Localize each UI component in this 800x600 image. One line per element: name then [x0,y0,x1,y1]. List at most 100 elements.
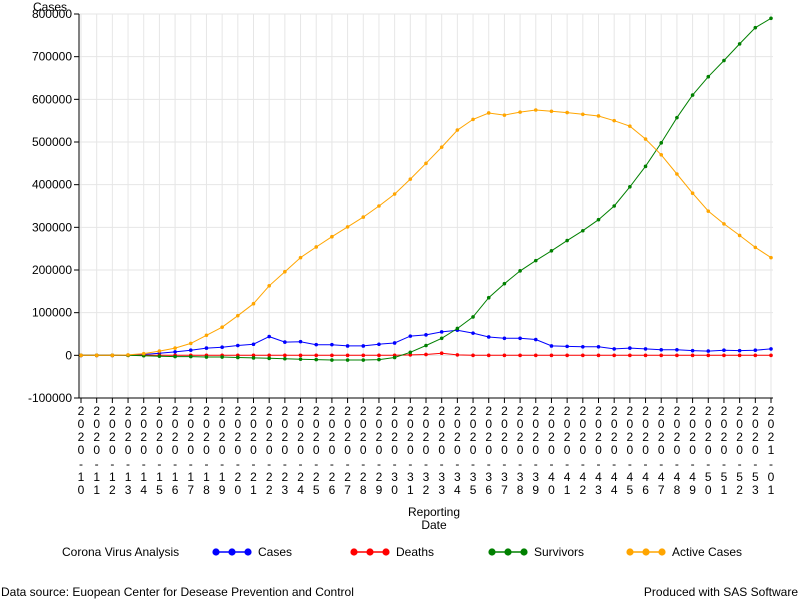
data-point [486,111,491,115]
data-point [581,345,585,349]
data-point [549,353,554,358]
data-point [283,356,287,361]
x-tick-label: 2 0 2 0 -4 3 [595,404,602,497]
x-tick-label: 2 0 2 0 -2 8 [360,404,367,497]
data-point [565,344,569,349]
legend-label: Deaths [396,545,434,559]
data-point [283,340,287,344]
data-point [675,347,679,352]
legend: Corona Virus Analysis Cases Deaths Survivor… [62,545,742,559]
data-point [533,353,538,358]
data-point [722,348,726,353]
data-point [377,357,381,362]
data-point [722,222,726,226]
y-tick-label: -100000 [28,391,72,405]
data-point [345,225,350,229]
data-point [753,353,758,358]
series-survivors [79,16,773,362]
x-axis-title: Date [421,518,447,532]
data-point [157,354,162,358]
data-point [502,336,507,341]
data-point [628,185,632,189]
data-point [204,355,209,359]
legend-entry: Cases [212,545,292,559]
data-point [612,347,616,351]
data-point [549,249,554,253]
legend-swatch-marker [520,548,528,556]
data-point [330,234,334,239]
data-point [345,344,350,348]
legend-swatch-marker [350,548,358,556]
y-tick-label: 400000 [32,178,72,192]
data-point [392,341,397,345]
x-tick-label: 2 0 2 0 -1 3 [125,404,132,497]
data-point [408,350,413,355]
data-point [769,255,773,260]
data-point [690,353,695,358]
data-point [486,335,491,339]
data-point [659,153,664,157]
x-tick-label: 2 0 2 0 -2 1 [250,404,257,497]
x-tick-label: 2 0 2 0 -4 9 [689,404,696,497]
x-tick-label: 2 0 2 0 -1 0 [78,404,85,497]
data-point [251,342,256,347]
x-tick-label: 2 0 2 0 -4 6 [642,404,649,497]
x-tick-label: 2 0 2 0 -1 2 [109,404,116,497]
x-tick-label: 2 0 2 0 -4 0 [548,404,555,497]
data-point [283,269,287,274]
data-point [612,204,616,208]
data-point [424,352,428,357]
data-point [533,258,538,263]
data-point [424,343,428,348]
data-point [439,336,444,341]
x-tick-label: 2 0 2 0 -3 0 [391,404,398,497]
data-point [314,245,319,249]
data-point [769,353,773,358]
legend-swatch-marker [244,548,252,556]
data-point [424,333,428,337]
data-point [581,353,585,358]
x-tick-label: 2 0 2 0 -4 4 [611,404,618,497]
x-tick-label: 2 0 2 0 -2 9 [376,404,383,497]
data-point [612,118,616,123]
data-point [643,164,648,169]
data-point [188,354,193,359]
data-point [345,358,350,362]
data-point [722,353,726,358]
data-source-note: Data source: Euopean Center for Desease … [1,585,354,599]
legend-swatch-marker [626,548,634,556]
data-point [220,355,224,359]
x-tick-label: 2 0 2 0 -4 5 [627,404,634,497]
x-tick-label: 2 0 2 0 -3 2 [423,404,430,497]
x-tick-label: 2 0 2 0 -1 7 [187,404,194,497]
legend-entry: Active Cases [626,545,742,559]
data-point [439,351,444,356]
legend-label: Survivors [534,545,584,559]
data-point [188,348,193,353]
series-active-cases [79,108,773,358]
data-point [361,358,366,362]
data-point [220,325,224,329]
data-point [314,357,319,362]
produced-with-note: Produced with SAS Software [643,585,798,599]
y-tick-label: 200000 [32,263,72,277]
data-point [565,238,569,243]
x-tick-label: 2 0 2 0 -2 7 [344,404,351,497]
data-point [675,172,679,176]
data-point [659,347,664,352]
data-point [737,348,742,353]
data-point [502,281,507,286]
legend-label: Active Cases [672,545,742,559]
x-tick-label: 2 0 2 0 -2 6 [329,404,336,497]
data-point [173,354,177,359]
line-chart: -100000 0 100000 200000 300000 400000 500000 60… [28,0,775,559]
x-tick-label: 2 0 2 0 -1 8 [203,404,210,497]
data-point [251,301,256,306]
x-tick-label: 2 0 2 0 -3 5 [470,404,477,497]
x-tick-label: 2 0 2 0 -1 5 [156,404,163,497]
data-point [471,315,475,319]
data-point [533,337,538,342]
x-axis: 2 0 2 0 -1 0 2 0 2 0 -1 1 2 0 2 0 -1 2 2 0 2 0 -1 3 2 0 2 0 -1 4 2 0 2 0-… [78,398,775,532]
data-point [173,346,177,350]
y-tick-label: 700000 [32,50,72,64]
